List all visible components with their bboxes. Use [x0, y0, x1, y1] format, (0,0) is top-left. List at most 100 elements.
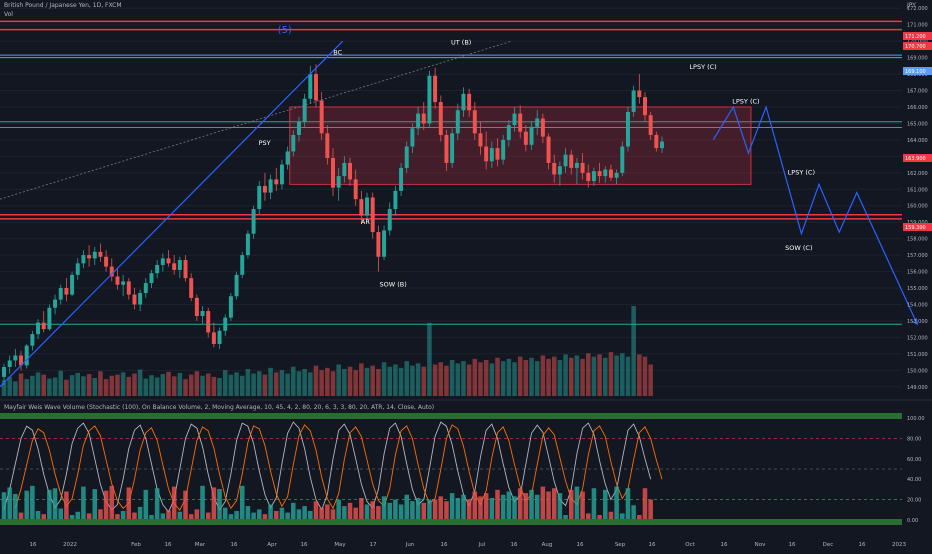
volume-bar — [52, 377, 58, 396]
time-tick-label: 16 — [721, 542, 728, 548]
volume-bar — [1, 380, 7, 396]
volume-bar — [47, 378, 52, 396]
volume-bar — [427, 322, 432, 396]
candle-body — [433, 75, 438, 103]
wave-volume-bar — [472, 491, 478, 519]
candle-body — [642, 97, 647, 116]
volume-bar — [444, 365, 449, 396]
wave-volume-bar — [228, 514, 234, 519]
annotation-label: LPSY (C) — [689, 63, 716, 71]
wave-volume-bar — [381, 496, 387, 519]
time-tick-label: 16 — [30, 542, 37, 548]
price-tick-label: 172.000 — [907, 6, 928, 12]
volume-bar — [256, 371, 262, 396]
vol-legend[interactable]: Vol — [4, 11, 13, 18]
indicator-legend[interactable]: Mayfair Weis Wave Volume (Stochastic (10… — [4, 404, 435, 411]
wave-volume-bar — [625, 488, 631, 519]
candle-body — [591, 171, 596, 182]
candle-body — [523, 131, 528, 145]
candle-body — [654, 134, 659, 149]
wave-volume-bar — [336, 499, 341, 519]
wave-volume-bar — [41, 514, 46, 519]
projection-arrow-head — [911, 318, 919, 326]
wave-volume-bar — [376, 506, 381, 519]
candle-body — [206, 311, 211, 333]
indicator-tick-label: 60.00 — [907, 457, 921, 463]
volume-bar — [376, 369, 381, 396]
candle-body — [370, 197, 375, 233]
candle-body — [308, 74, 313, 99]
wave-volume-bar — [608, 511, 614, 519]
trend-line — [0, 40, 344, 388]
wave-volume-bar — [188, 514, 194, 519]
volume-bar — [603, 357, 608, 396]
volume-bar — [449, 360, 455, 396]
price-tick-label: 160.000 — [907, 204, 928, 210]
candle-body — [359, 199, 364, 216]
wave-volume-bar — [489, 497, 495, 519]
volume-bar — [432, 364, 438, 396]
candle-body — [552, 162, 557, 175]
volume-bar — [319, 370, 324, 396]
price-tick-label: 168.000 — [907, 72, 928, 78]
volume-bar — [115, 374, 120, 396]
wave-volume-bar — [466, 499, 472, 519]
volume-bar — [563, 354, 568, 396]
wave-volume-bar — [177, 511, 183, 519]
candle-body — [87, 255, 92, 259]
volume-bar — [557, 360, 563, 396]
candle-body — [47, 307, 52, 330]
time-tick-label: 16 — [577, 542, 584, 548]
price-tick-label: 155.000 — [907, 286, 928, 292]
volume-bar — [132, 373, 137, 396]
candle-body — [614, 172, 619, 178]
candle-body — [393, 190, 398, 210]
indicator-tick-label: 40.00 — [907, 477, 921, 483]
symbol-legend[interactable]: British Pound / Japanese Yen, 1D, FXCM — [4, 2, 122, 9]
volume-bar — [597, 354, 602, 396]
volume-bar — [35, 372, 41, 396]
volume-bar — [251, 373, 256, 396]
candle-body — [563, 154, 568, 167]
wave-volume-bar — [438, 496, 444, 519]
volume-bar — [296, 371, 302, 396]
price-tick-label: 151.000 — [907, 352, 928, 358]
wave-volume-bar — [35, 510, 41, 519]
wave-volume-bar — [47, 489, 52, 519]
wave-volume-bar — [171, 486, 177, 519]
candle-body — [404, 146, 409, 168]
candle-body — [64, 288, 69, 295]
volume-bar — [177, 372, 183, 396]
candle-body — [382, 230, 387, 257]
volume-bar — [625, 356, 631, 396]
candle-body — [217, 330, 222, 344]
volume-bar — [143, 378, 149, 396]
time-tick-label: Dec — [823, 542, 834, 548]
candle-body — [325, 133, 330, 158]
candle-body — [620, 146, 625, 173]
candle-body — [353, 179, 358, 200]
candlesticks[interactable] — [2, 64, 664, 386]
time-tick-label: May — [334, 542, 346, 548]
candle-body — [75, 263, 80, 275]
wave-volume-bar — [370, 501, 375, 519]
volume-bar — [217, 378, 222, 396]
wave-volume-bar — [393, 499, 398, 519]
wave-volume-bar — [52, 488, 58, 519]
candle-body — [467, 93, 472, 111]
volume-bar — [149, 375, 154, 396]
volume-bar — [489, 363, 495, 396]
time-tick-label: Nov — [755, 542, 766, 548]
wave-volume-bar — [30, 485, 35, 519]
wave-volume-bar — [86, 513, 92, 519]
volume-bar — [483, 360, 489, 396]
time-tick-label: Sep — [615, 542, 626, 548]
candle-body — [336, 176, 341, 188]
candle-body — [342, 162, 347, 177]
volume-bar — [608, 352, 614, 396]
wave-volume-bar — [444, 501, 449, 519]
wave-volume-bar — [495, 489, 500, 519]
volume-bar — [336, 364, 341, 396]
